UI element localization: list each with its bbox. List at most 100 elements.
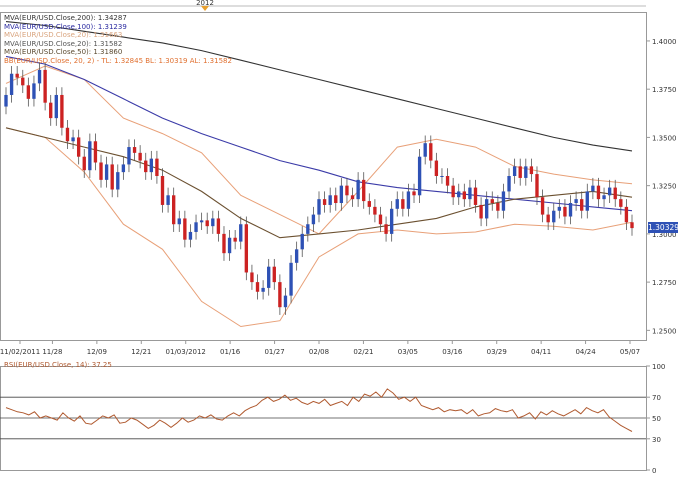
candle-body [574, 199, 578, 204]
candle-body [250, 272, 254, 283]
candle-body [585, 191, 589, 211]
x-tick-label: 03/29 [487, 348, 507, 356]
candle-body [339, 185, 344, 204]
candle-body [172, 195, 176, 225]
candle-body [216, 218, 221, 234]
x-tick-label: 01/16 [220, 348, 241, 356]
candle-body [540, 197, 545, 215]
x-tick-label: 03/05 [398, 348, 418, 356]
y-tick-label: 1.3000 [652, 231, 677, 239]
candle-body [501, 191, 506, 211]
candle-body [451, 185, 455, 198]
x-tick-label: 11/02/2011 [0, 348, 40, 356]
year-marker-icon [201, 6, 209, 11]
candle-body [121, 164, 126, 173]
candle-body [412, 191, 416, 196]
candle-body [563, 206, 567, 217]
y-tick-label: 1.3750 [652, 86, 677, 94]
candle-body [49, 102, 53, 119]
rsi-y-tick-label: 0 [652, 467, 656, 475]
candle-body [93, 141, 98, 163]
candle-body [395, 199, 399, 209]
candle-body [322, 199, 327, 205]
x-tick-label: 02/08 [309, 348, 329, 356]
candle-body [596, 185, 601, 200]
candle-body [267, 266, 271, 288]
candle-body [490, 199, 494, 204]
ma200-line [5, 21, 633, 152]
candle-body [328, 195, 332, 205]
candle-body [21, 77, 25, 86]
candle-body [512, 166, 517, 176]
candle-body [568, 203, 573, 217]
candle-body [462, 191, 466, 200]
candle-body [423, 143, 427, 157]
candle-body [183, 218, 187, 240]
candle-body [389, 208, 394, 234]
candle-body [71, 137, 75, 142]
candle-body [356, 179, 360, 200]
candle-body [362, 179, 366, 202]
candle-body [177, 218, 181, 225]
rsi-line [5, 388, 633, 432]
legend-item: BB(EUR/USD.Close, 20, 2) - TL: 1.32845 B… [4, 56, 232, 65]
candle-body [457, 191, 461, 198]
legend-item: MVA(EUR/USD.Close,20): 1.31663 [4, 31, 123, 40]
rsi-y-tick-label: 30 [652, 436, 661, 444]
candle-body [306, 224, 310, 234]
x-tick-label: 12/09 [87, 348, 107, 356]
candle-body [9, 73, 14, 95]
candle-body [496, 203, 500, 211]
price-panel-frame [0, 12, 647, 341]
candle-body [261, 287, 265, 292]
candle-body [116, 172, 120, 190]
candle-body [222, 233, 226, 254]
candle-body [613, 187, 617, 200]
candle-body [15, 73, 19, 78]
candle-body [188, 231, 193, 240]
x-tick-label: 01/03/2012 [166, 348, 206, 356]
candle-body [479, 204, 483, 219]
rsi-y-tick-label: 70 [652, 394, 661, 402]
candle-body [194, 222, 198, 232]
candle-body [529, 166, 534, 175]
x-tick-label: 02/21 [353, 348, 373, 356]
candle-body [132, 147, 137, 153]
x-tick-label: 05/07 [620, 348, 640, 356]
x-tick-label: 03/16 [442, 348, 463, 356]
ma100-line [5, 55, 633, 212]
candle-body [591, 185, 595, 192]
candle-body [82, 156, 86, 171]
candle-body [149, 158, 153, 173]
rsi-panel-frame [0, 366, 647, 471]
candle-body [630, 222, 634, 229]
candle-body [43, 69, 47, 103]
candle-body [367, 201, 371, 207]
candle-body [602, 195, 606, 200]
y-tick-label: 1.3500 [652, 134, 677, 142]
y-tick-label: 1.3250 [652, 183, 677, 191]
candle-body [65, 127, 70, 142]
candle-body [289, 262, 293, 296]
bollinger-lower-line [5, 127, 633, 328]
candle-body [127, 147, 131, 165]
y-tick-label: 1.2750 [652, 279, 677, 287]
y-tick-label: 1.4000 [652, 38, 677, 46]
candle-body [26, 85, 31, 99]
last-price-tag: 1.30329 [648, 222, 680, 233]
y-tick-label: 1.2500 [652, 327, 677, 335]
candle-body [384, 224, 388, 234]
candle-body [227, 237, 232, 254]
candle-body [283, 295, 288, 308]
candle-body [345, 185, 349, 196]
candle-body [144, 160, 148, 173]
year-marker-label: 2012 [196, 0, 214, 7]
candle-body [255, 282, 260, 292]
candle-body [60, 94, 64, 128]
candle-body [88, 141, 92, 171]
candle-body [401, 199, 405, 209]
candle-body [429, 143, 433, 161]
candle-body [272, 266, 276, 283]
legend-item: MVA(EUR/USD.Close,20): 1.31582 [4, 39, 123, 48]
